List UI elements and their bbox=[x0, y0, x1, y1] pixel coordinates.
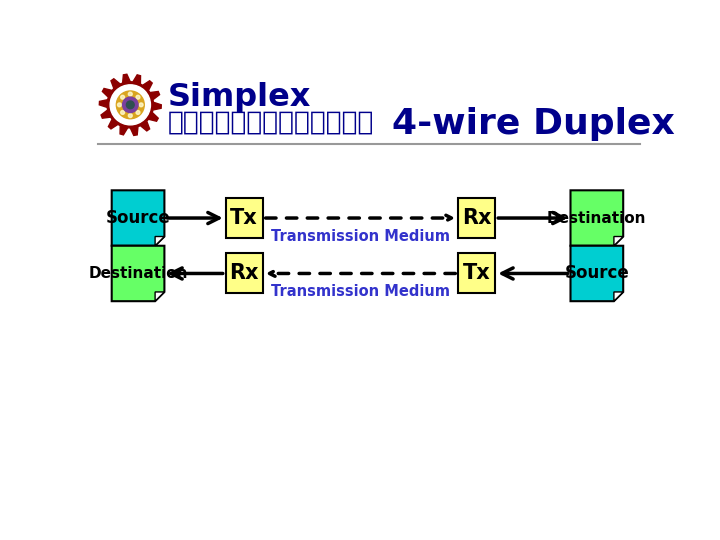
Bar bbox=[458, 253, 495, 294]
Circle shape bbox=[128, 114, 132, 118]
Circle shape bbox=[136, 95, 140, 99]
Text: Rx: Rx bbox=[462, 208, 492, 228]
Circle shape bbox=[110, 85, 150, 125]
Polygon shape bbox=[112, 246, 164, 301]
Circle shape bbox=[117, 91, 144, 119]
Text: Source: Source bbox=[106, 209, 171, 227]
Polygon shape bbox=[570, 246, 624, 301]
Polygon shape bbox=[155, 292, 164, 301]
Text: Simplex: Simplex bbox=[168, 82, 311, 113]
Circle shape bbox=[122, 97, 138, 112]
Text: Destination: Destination bbox=[89, 266, 188, 281]
Polygon shape bbox=[570, 190, 624, 246]
Circle shape bbox=[136, 111, 140, 114]
Polygon shape bbox=[112, 190, 164, 246]
Circle shape bbox=[127, 101, 134, 109]
Circle shape bbox=[121, 95, 125, 99]
Text: Tx: Tx bbox=[463, 264, 490, 284]
Text: Transmission Medium: Transmission Medium bbox=[271, 284, 450, 299]
Text: Source: Source bbox=[564, 265, 629, 282]
Polygon shape bbox=[99, 74, 161, 136]
Text: บางครั้งเรียก: บางครั้งเรียก bbox=[168, 110, 374, 136]
Polygon shape bbox=[614, 292, 624, 301]
Bar bbox=[458, 198, 495, 238]
Text: Rx: Rx bbox=[230, 264, 259, 284]
Text: 4-wire Duplex: 4-wire Duplex bbox=[392, 107, 675, 141]
Circle shape bbox=[128, 92, 132, 96]
Circle shape bbox=[117, 103, 122, 107]
Text: Destination: Destination bbox=[547, 211, 647, 226]
Bar bbox=[225, 198, 263, 238]
Polygon shape bbox=[614, 237, 624, 246]
Text: Tx: Tx bbox=[230, 208, 258, 228]
Circle shape bbox=[139, 103, 143, 107]
Bar bbox=[225, 253, 263, 294]
Text: Transmission Medium: Transmission Medium bbox=[271, 229, 450, 244]
Circle shape bbox=[121, 111, 125, 114]
Polygon shape bbox=[155, 237, 164, 246]
